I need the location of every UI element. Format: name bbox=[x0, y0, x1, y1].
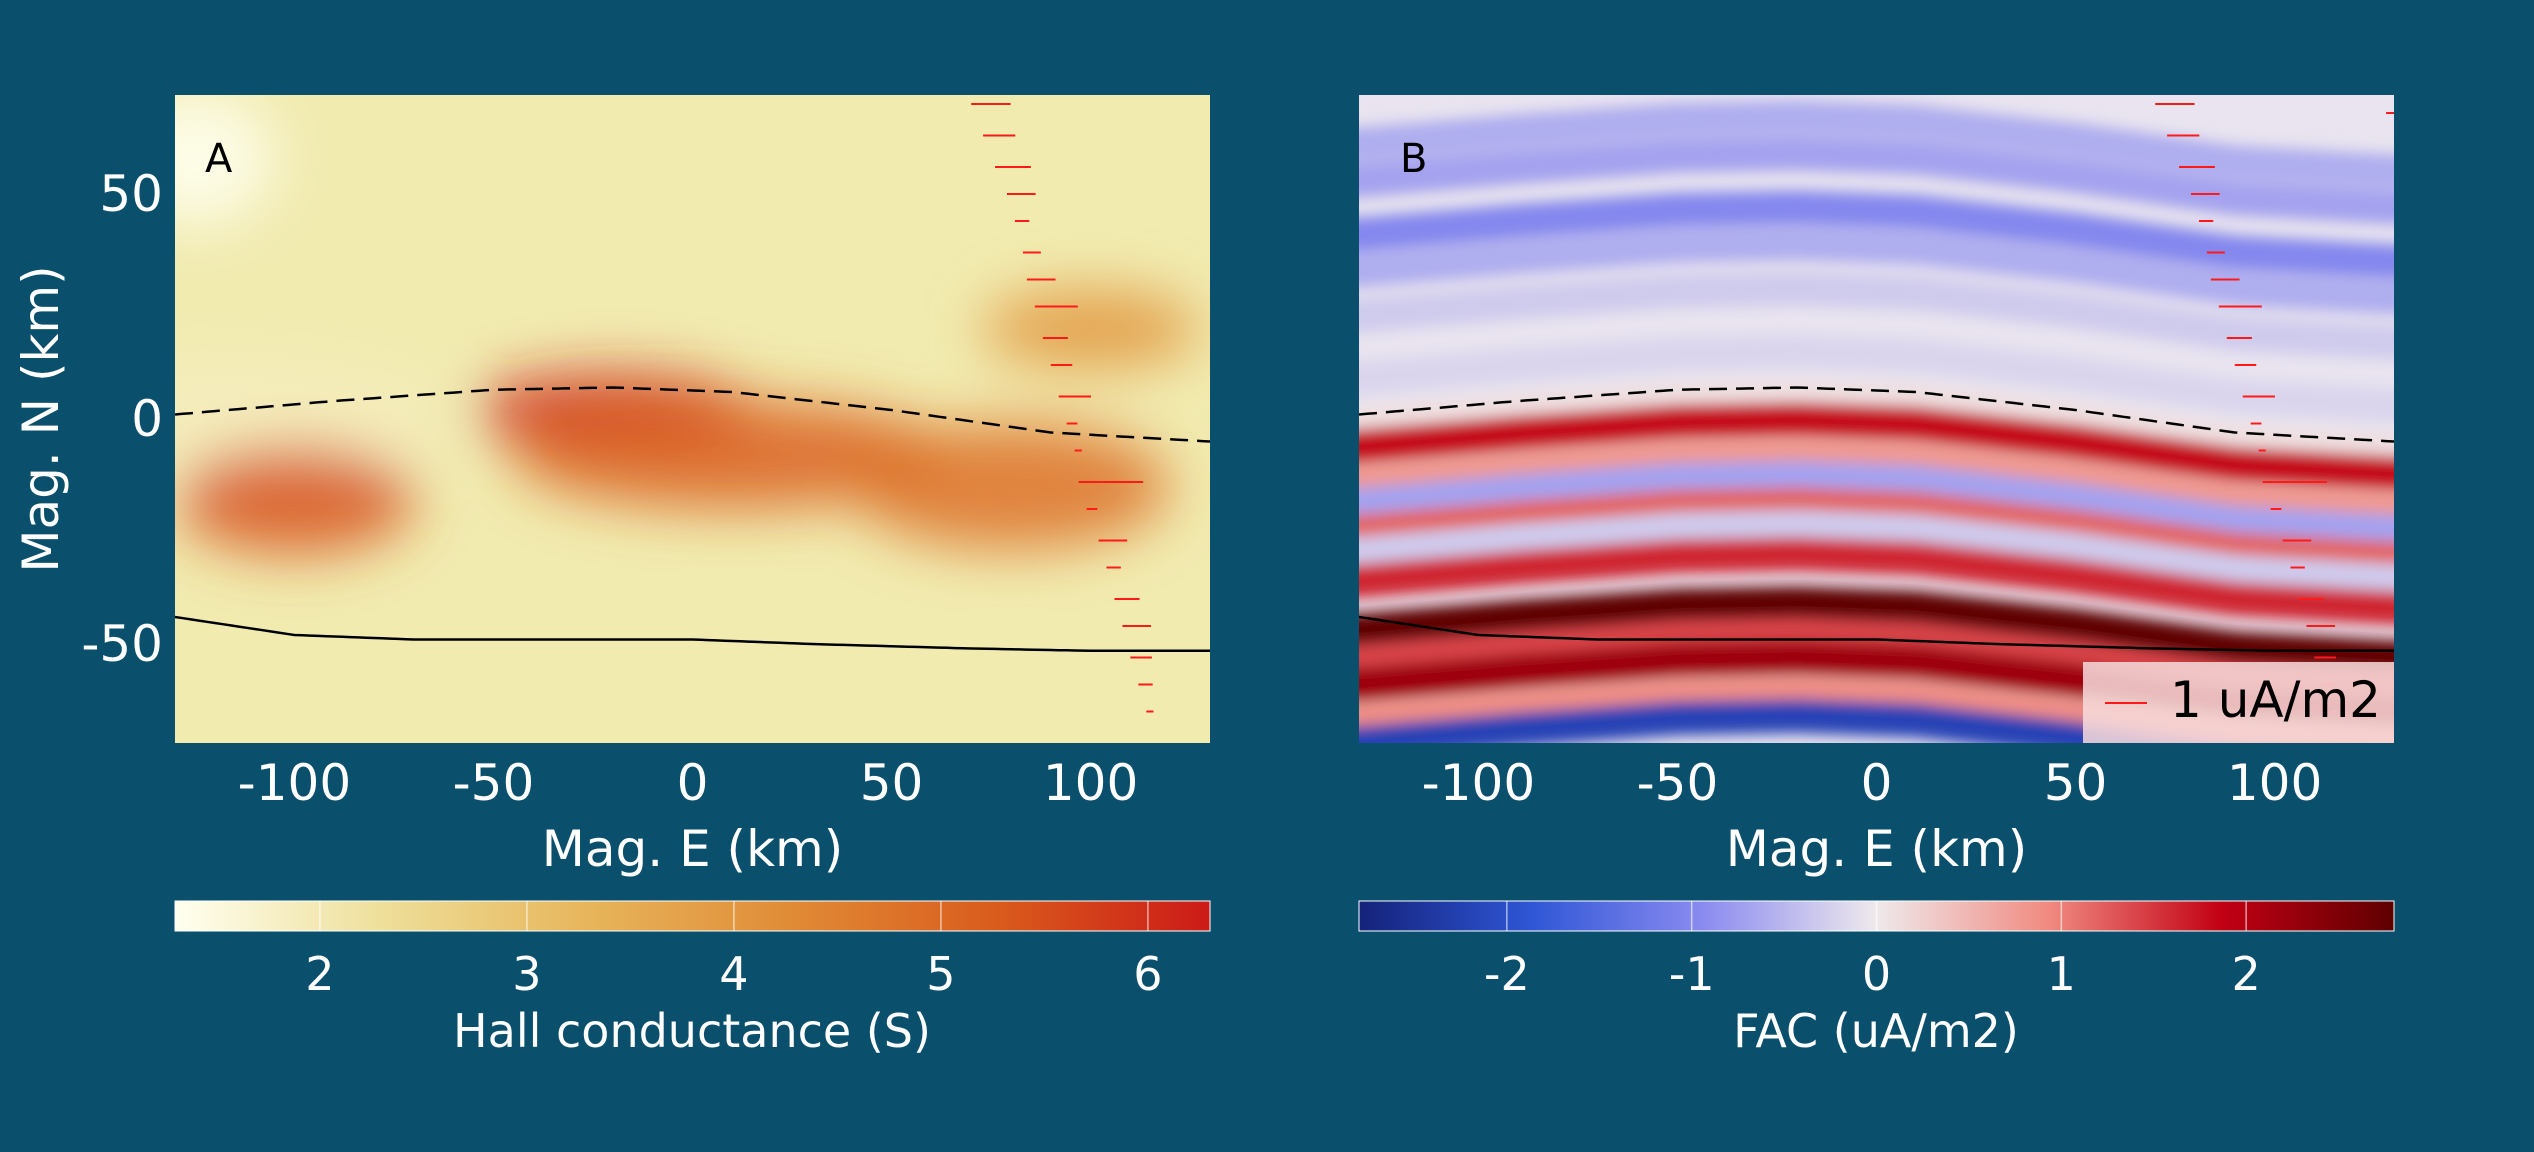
colorbar-tick-label: 6 bbox=[1133, 947, 1162, 1001]
fac-band bbox=[1359, 100, 2394, 189]
fac-band bbox=[1359, 437, 2394, 526]
fac-band bbox=[1359, 136, 2394, 225]
colorbar-b: -2 -1 0 1 2 FAC (uA/m2) bbox=[1358, 900, 2395, 1058]
fac-band bbox=[1359, 271, 2394, 360]
x-tick-label: 0 bbox=[1861, 754, 1893, 812]
x-axis-label: Mag. E (km) bbox=[542, 820, 843, 878]
colorbar-tick-label: 2 bbox=[2232, 947, 2261, 1001]
colorbar-tick-label: 4 bbox=[719, 947, 748, 1001]
fac-band bbox=[1359, 226, 2394, 315]
fac-band bbox=[1359, 379, 2394, 468]
dashed-boundary-line bbox=[1359, 386, 2394, 443]
colorbar-tick-label: 5 bbox=[926, 947, 955, 1001]
field-feature bbox=[175, 446, 414, 554]
colorbar-tick-label: -1 bbox=[1669, 947, 1715, 1001]
dashed-boundary-line bbox=[175, 386, 1210, 443]
solid-boundary-line bbox=[1359, 615, 2394, 653]
x-tick-label: -50 bbox=[453, 754, 535, 812]
field-feature bbox=[513, 401, 952, 509]
field-feature bbox=[175, 356, 454, 482]
y-tick-label: 0 bbox=[131, 390, 163, 448]
y-tick-label: -50 bbox=[81, 615, 163, 673]
fac-band bbox=[1359, 190, 2394, 279]
quiver-legend: 1 uA/m2 bbox=[2083, 662, 2394, 743]
x-tick-label: 0 bbox=[677, 754, 709, 812]
fac-band bbox=[1359, 509, 2394, 598]
quiver-legend-label: 1 uA/m2 bbox=[2170, 671, 2381, 729]
panel-b: B 1 uA/m2 -100 -50 0 50 100 Mag. E (km) bbox=[1359, 95, 2394, 878]
colorbar-b-label: FAC (uA/m2) bbox=[1733, 1004, 2019, 1058]
field-feature bbox=[981, 288, 1201, 370]
colorbar-tick-label: 0 bbox=[1862, 947, 1891, 1001]
x-tick-label: 100 bbox=[1043, 754, 1138, 812]
colorbar-tick-label: 2 bbox=[305, 947, 334, 1001]
colorbar-a-gradient bbox=[174, 900, 1211, 932]
colorbar-tick-label: 3 bbox=[512, 947, 541, 1001]
colorbar-a-label: Hall conductance (S) bbox=[453, 1004, 931, 1058]
colorbar-tick-label: 1 bbox=[2047, 947, 2076, 1001]
x-tick-label: -100 bbox=[1422, 754, 1535, 812]
x-tick-label: 50 bbox=[2044, 754, 2108, 812]
fac-band bbox=[1359, 536, 2394, 625]
y-axis-label: Mag. N (km) bbox=[12, 265, 70, 572]
fac-band bbox=[1359, 487, 2394, 576]
fac-band bbox=[1359, 698, 2229, 743]
colorbar-tick-label: -2 bbox=[1484, 947, 1530, 1001]
x-tick-label: 100 bbox=[2227, 754, 2322, 812]
x-tick-label: -50 bbox=[1637, 754, 1719, 812]
panel-a-label: A bbox=[205, 136, 233, 182]
panel-a-field bbox=[175, 95, 1201, 554]
fac-band bbox=[1359, 460, 2394, 549]
x-tick-label: 50 bbox=[860, 754, 924, 812]
colorbar-a: 2 3 4 5 6 Hall conductance (S) bbox=[174, 900, 1211, 1058]
field-feature bbox=[175, 95, 275, 226]
panel-b-label: B bbox=[1400, 136, 1427, 182]
x-axis-label: Mag. E (km) bbox=[1726, 820, 2027, 878]
solid-boundary-line bbox=[175, 615, 1210, 653]
y-tick-label: 50 bbox=[99, 165, 163, 223]
x-tick-label: -100 bbox=[238, 754, 351, 812]
fac-band bbox=[1359, 401, 2394, 490]
field-feature bbox=[851, 423, 1171, 550]
